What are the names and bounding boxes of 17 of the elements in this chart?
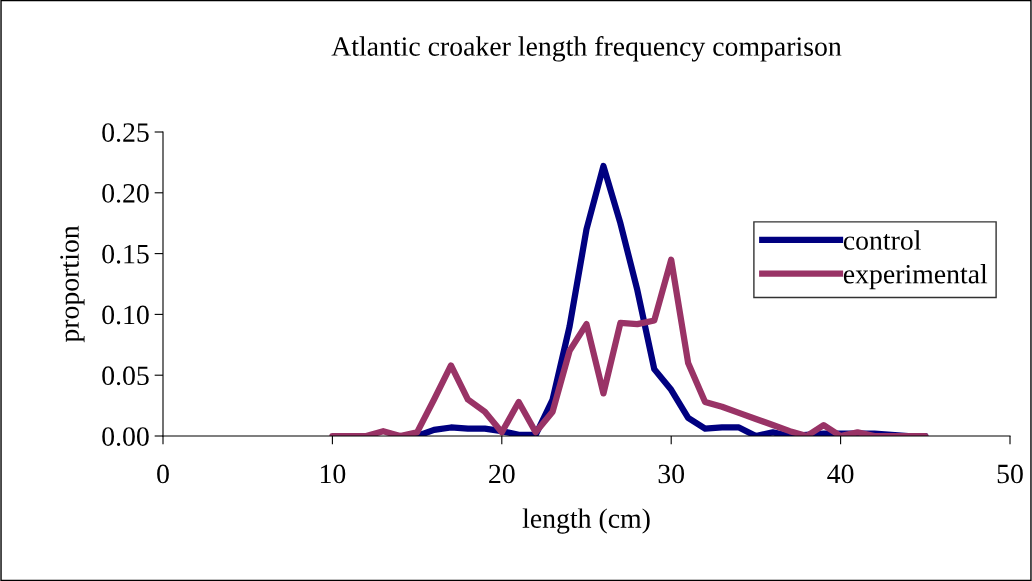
x-tick-label: 0: [157, 464, 169, 484]
legend-label: experimental: [843, 264, 988, 290]
x-tick-label: 20: [489, 464, 515, 484]
y-tick-label: 0.00: [102, 427, 149, 447]
x-tick-label: 50: [997, 464, 1023, 484]
legend-label: control: [843, 230, 921, 250]
y-axis-title: proportion: [60, 225, 85, 343]
y-tick-label: 0.25: [102, 123, 149, 143]
chart-title: Atlantic croaker length frequency comparison: [331, 36, 842, 62]
x-tick-label: 30: [658, 464, 685, 484]
y-tick-label: 0.05: [102, 366, 149, 386]
x-tick-label: 40: [827, 464, 854, 484]
y-tick-label: 0.20: [102, 183, 149, 203]
y-tick-label: 0.10: [102, 305, 149, 325]
x-tick-label: 10: [320, 464, 346, 484]
y-tick-label: 0.15: [102, 244, 149, 264]
x-axis-title: length (cm): [522, 508, 650, 534]
